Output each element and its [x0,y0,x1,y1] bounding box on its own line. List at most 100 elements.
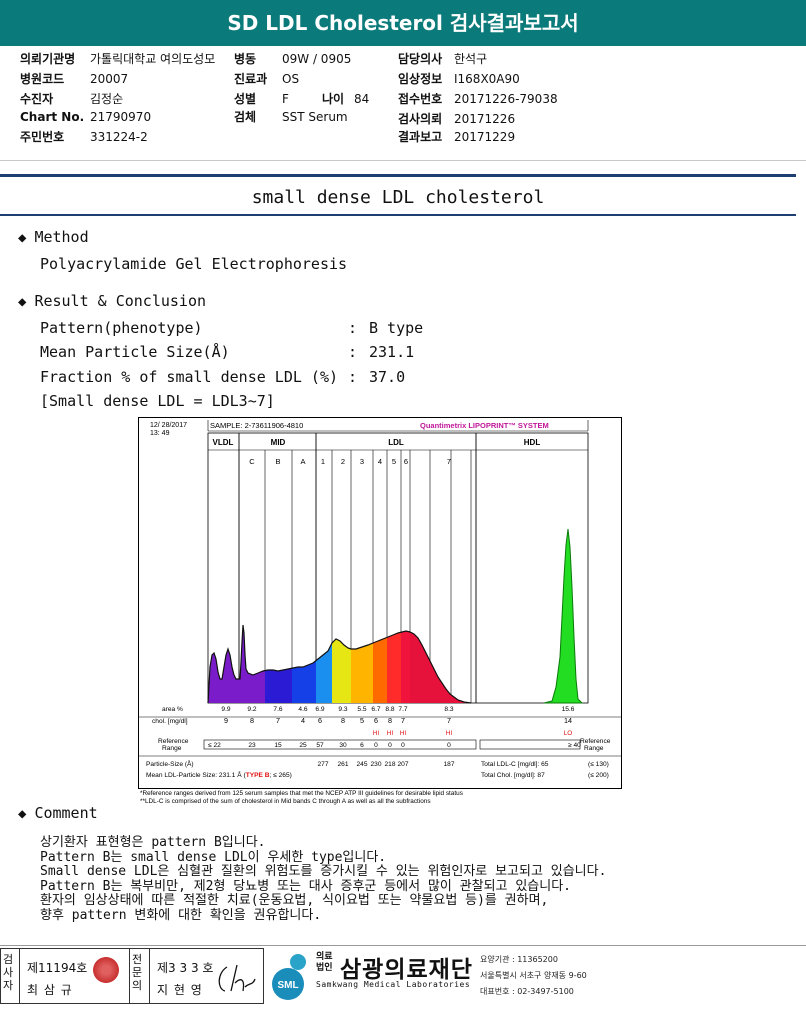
hdl-peak [543,528,584,704]
chol-flag: LO [564,730,573,737]
ref-value: 0 [447,742,451,749]
ward-label: 병동 [234,52,257,66]
chol-value: 7 [447,716,451,725]
ref-value: 0 [374,742,378,749]
id-value: 331224-2 [90,130,148,144]
comment-text: 상기환자 표현형은 pattern B입니다. Pattern B는 small… [40,835,607,923]
chart-value: 21790970 [90,110,152,124]
chol-flag: HI [400,730,407,737]
chart-footnote-2: **LDL-C is comprised of the sum of chole… [140,798,431,805]
band-label: 1 [321,457,325,466]
ref-value: 6 [360,742,364,749]
mean-size: Mean LDL-Particle Size: 231.1 Å (TYPE B;… [146,770,292,779]
psize-value: 245 [356,761,367,768]
chol-value: 7 [401,716,405,725]
comment-heading-text: Comment [34,804,98,822]
band-label: A [300,457,305,466]
ref-value: 15 [274,742,282,749]
chol-value: 14 [564,716,572,725]
results-table: area %chol. [mg/dl]ReferenceRangeReferen… [138,706,622,779]
chol-label: chol. [mg/dl] [152,718,188,725]
ref-label-right: Range [584,745,604,752]
chol-value: 8 [341,716,345,725]
name-value: 김정순 [90,92,124,106]
ref-value: 23 [248,742,256,749]
sd-ldl-note: [Small dense LDL = LDL3~7] [40,392,275,410]
receipt-value: 20171226-79038 [454,92,558,106]
psize-value: 261 [337,761,348,768]
receipt-label: 접수번호 [398,92,443,106]
ref-label: Range [162,745,182,752]
ref-value: 30 [339,742,347,749]
chart-time: 13: 49 [150,430,170,437]
result-heading-text: Result & Conclusion [34,292,207,310]
psize-value: 277 [317,761,328,768]
ref-label-right: Reference [580,738,611,745]
colon: : [348,319,358,337]
ref-value: 0 [388,742,392,749]
chol-value: 5 [360,716,364,725]
chol-value: 8 [250,716,254,725]
divider [0,160,806,161]
approver-name: 지 현 영 [157,983,203,997]
ref-label: Reference [158,738,189,745]
ward-value: 09W / 0905 [282,52,352,66]
code-value: 20007 [90,72,129,86]
ref-value: 57 [316,742,324,749]
total-chol-ref: (≤ 200) [588,772,609,779]
area-label: area % [162,706,183,713]
band-fill [401,625,410,703]
seal-icon [91,955,121,985]
request-value: 20171226 [454,112,516,126]
signature-box: 검사자 제11194호 최 삼 규 전문의 제3 3 3 호 지 현 영 [0,948,264,1004]
group-label: HDL [524,438,541,447]
band-label: 7 [447,457,451,466]
diamond-icon: ◆ [18,294,27,310]
method-heading: ◆ Method [18,228,89,246]
chol-value: 6 [318,716,322,725]
chart-sample: SAMPLE: 2-73611906-4810 [210,421,303,430]
clinical-label: 임상정보 [398,72,443,86]
checker-name: 최 삼 규 [27,983,73,997]
band-label: 5 [392,457,396,466]
lipoprint-chart: 12/ 28/2017 13: 49 SAMPLE: 2-73611906-48… [138,417,622,805]
band-fill [387,625,401,703]
band-fill [373,625,387,703]
area-value: 9.3 [338,706,347,713]
size-value: 231.1 [369,343,415,361]
pattern-value: B type [369,319,424,337]
area-value: 8.3 [444,706,453,713]
approver-label: 전문의 [132,953,143,992]
ref-value: ≥ 40 [568,742,581,749]
area-value: 9.9 [221,706,230,713]
footer-divider [0,945,806,946]
band-label: 3 [360,457,364,466]
area-value: 7.7 [398,706,407,713]
sml-logo-icon: SML [272,954,306,1000]
sex-value: F [282,92,289,106]
age-label: 나이 [322,92,345,106]
band-label: 2 [341,457,345,466]
area-value: 15.6 [562,706,575,713]
ref-box [203,739,477,750]
fraction-label: Fraction % of small dense LDL (%) [40,368,339,386]
signature-icon [218,964,256,992]
org-english: Samkwang Medical Laboratories [316,980,471,989]
dept-label: 진료과 [234,72,268,86]
diamond-icon: ◆ [18,806,27,822]
sex-label: 성별 [234,92,257,106]
code-label: 병원코드 [20,72,65,86]
psize-label: Particle-Size (Å) [146,759,194,768]
band-label: 4 [378,457,382,466]
group-labels: VLDL MID LDL HDL [213,438,541,447]
chol-value: 4 [301,716,305,725]
total-ldl: Total LDL-C [mg/dl]: 65 [481,761,549,768]
chart-footnote-1: *Reference ranges derived from 125 serum… [140,790,463,797]
specimen-label: 검체 [234,110,257,124]
report-title: SD LDL Cholesterol 검사결과보고서 [0,0,806,46]
ref-value: ≤ 22 [208,742,221,749]
ref-value: 25 [299,742,307,749]
chol-value: 6 [374,716,378,725]
method-text: Polyacrylamide Gel Electrophoresis [40,255,348,273]
dept-value: OS [282,72,300,86]
